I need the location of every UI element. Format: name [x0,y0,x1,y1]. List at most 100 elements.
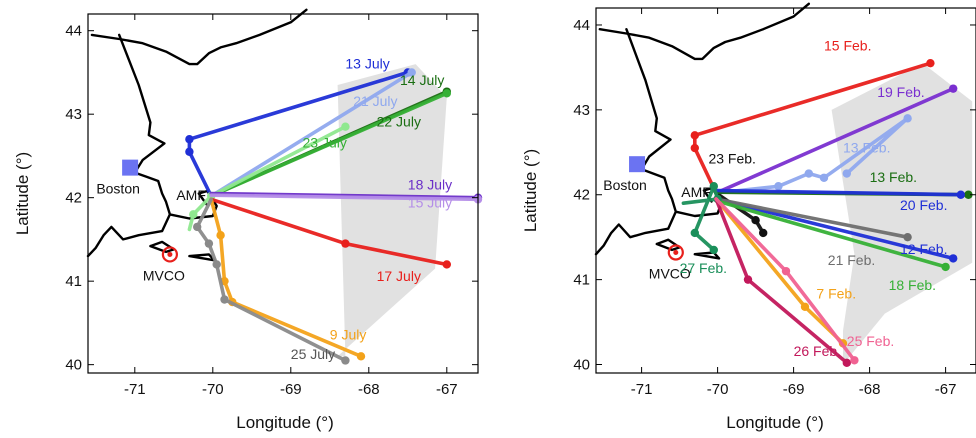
series-point-12-2 [850,356,859,365]
x-tick-label-4: -67 [436,381,458,398]
series-line-3 [209,91,449,198]
coastline-1 [117,33,218,220]
boston-marker [629,156,646,173]
series-point-9-4 [709,245,718,255]
annotation-3: 23 Feb. [708,150,755,166]
series-line-0 [187,70,410,198]
boston-label: Boston [96,181,140,197]
series-point-0-2 [185,135,194,144]
amf-label: AMF [176,187,206,203]
amf-label: AMF [681,184,711,200]
series-line-0 [692,61,933,195]
series-line-6 [714,197,956,261]
annotation-0: 15 Feb. [824,37,871,53]
annotation-8: 9 July [330,327,367,343]
series-point-9-3 [212,260,221,269]
series-point-9-1 [193,222,202,232]
y-tick-label-1: 41 [65,273,82,290]
annotation-8: 18 Feb. [889,277,936,293]
y-tick-label-2: 42 [65,190,82,207]
annotation-7: 21 Feb. [828,252,875,268]
annotation-4: 23 July [303,135,347,151]
shaded-region [337,64,447,357]
series-point-9-2 [709,182,718,191]
annotation-11: 26 Feb. [794,343,841,359]
series-point-10-1 [800,302,810,311]
coastline-2 [86,213,172,258]
series-point-7-1 [341,239,350,248]
series-point-9-4 [220,295,229,304]
annotation-4: 13 Feb. [870,169,917,185]
series-point-9-5 [341,356,350,365]
y-tick-label-1: 41 [573,272,590,289]
annotation-3: 22 July [377,114,421,130]
series-point-0-3 [926,58,935,68]
x-tick-label-1: -70 [707,381,729,398]
annotation-2: 21 July [353,93,397,109]
annotation-1: 14 July [400,72,444,88]
x-tick-label-0: -71 [631,381,653,398]
series-line-6 [209,193,480,202]
series-line-4 [187,124,348,232]
x-tick-label-0: -71 [124,381,146,398]
series-point-8-1 [941,262,950,272]
annotation-5: 20 Feb. [900,197,947,213]
x-tick-label-2: -69 [280,381,302,398]
annotation-9: 25 July [291,346,335,362]
x-axis-label: Longitude (°) [236,413,334,432]
coastline-0 [598,2,810,61]
series-line-5 [714,188,963,197]
boston-marker [122,159,139,176]
mvco-marker-ring [667,244,684,261]
series-point-11-1 [743,275,753,284]
series-point-2-5 [842,169,851,178]
y-tick-label-0: 40 [65,357,82,374]
series-point-5-1 [956,190,965,199]
mvco-label: MVCO [143,267,185,283]
annotation-12: 25 Feb. [847,333,894,349]
annotation-1: 19 Feb. [877,84,924,100]
annotation-9: 27 Feb. [680,260,727,276]
series-point-0-2 [690,131,699,140]
series-point-8-4 [356,352,366,361]
x-tick-label-3: -68 [859,381,881,398]
series-point-3-1 [751,216,760,225]
annotation-2: 13 Feb. [843,139,890,155]
x-tick-label-2: -69 [783,381,805,398]
series-point-9-3 [690,228,699,238]
series-point-11-2 [842,358,851,368]
series-line-7 [714,197,910,239]
series-point-8-1 [216,231,225,240]
series-line-8 [714,198,948,269]
axes-frame [87,13,479,374]
series-point-0-1 [690,143,699,153]
series-point-7-1 [903,232,912,242]
y-tick-label-4: 44 [65,23,82,40]
series-point-4-1 [964,190,973,199]
series-point-0-1 [185,147,194,156]
annotation-5: 18 July [408,176,452,192]
annotation-6: 15 July [408,195,452,211]
axes-frame [595,7,976,374]
coastline-2 [594,210,677,256]
series-point-9-2 [204,239,214,248]
y-axis-label: Latitude (°) [13,152,32,235]
chart-panel-2: Boston AMF MVCO 15 Feb. 19 Feb. 13 Feb. 23 Feb… [521,2,976,432]
series-point-3-2 [759,228,768,238]
series-point-4-3 [341,122,350,131]
y-tick-label-2: 42 [573,187,590,204]
series-point-3-1 [442,89,451,98]
y-tick-label-3: 43 [573,102,590,119]
mvco-label: MVCO [649,265,691,281]
series-point-2-3 [819,173,829,182]
series-point-7-2 [442,260,451,269]
series-point-1-1 [949,84,958,93]
boston-label: Boston [603,177,647,193]
annotation-6: 12 Feb. [900,241,947,257]
series-point-2-1 [407,68,416,77]
y-tick-label-4: 44 [573,17,590,34]
shaded-region [831,63,973,365]
x-tick-label-4: -67 [935,381,957,398]
series-point-12-1 [781,266,791,276]
